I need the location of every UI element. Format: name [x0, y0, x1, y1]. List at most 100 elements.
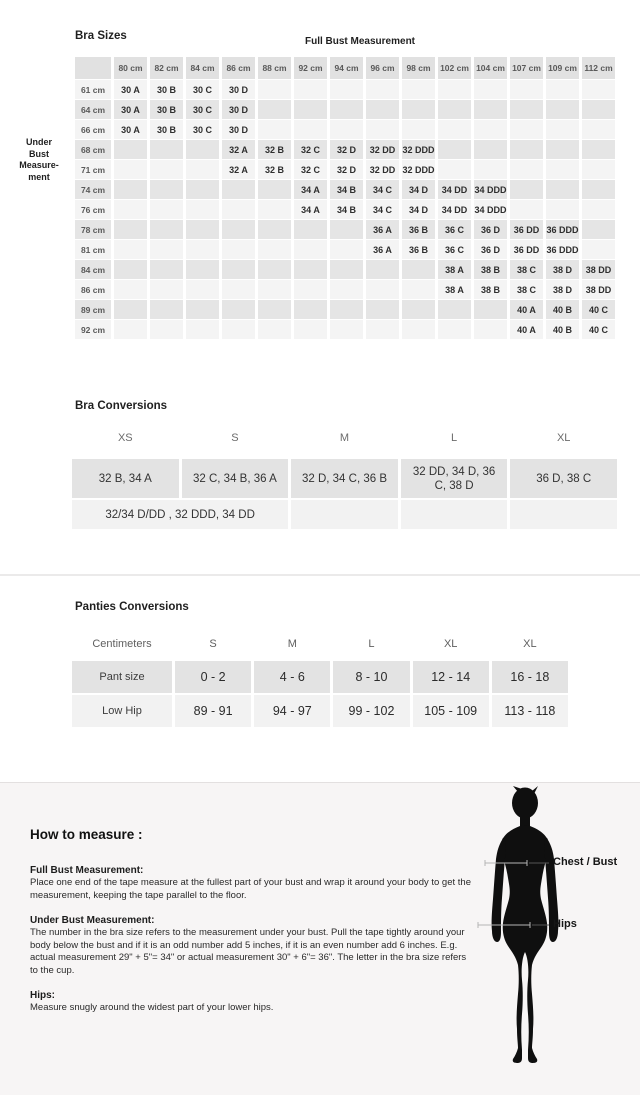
bra-row-label: 78 cm	[75, 220, 111, 239]
panties-value-cell: 94 - 97	[254, 695, 331, 727]
bra-size-cell	[510, 200, 543, 219]
bra-row-label: 66 cm	[75, 120, 111, 139]
body-silhouette-figure	[477, 786, 559, 1063]
bra-size-cell	[222, 200, 255, 219]
panties-value-cell: 12 - 14	[412, 661, 489, 693]
bra-size-cell: 36 D	[474, 240, 507, 259]
bra-size-cell: 36 DD	[510, 220, 543, 239]
bra-size-cell: 34 C	[366, 180, 399, 199]
panties-conversions-title: Panties Conversions	[75, 601, 189, 613]
how-to-measure-section: How to measure : Full Bust Measurement: P…	[0, 782, 640, 1095]
bra-column-header: 96 cm	[366, 57, 399, 79]
bra-size-cell: 36 DD	[510, 240, 543, 259]
bra-conversion-header: S	[231, 432, 239, 444]
bra-size-cell	[114, 220, 147, 239]
bra-size-cell: 38 B	[474, 280, 507, 299]
bra-conversion-cell: 32 C, 34 B, 36 A	[181, 459, 289, 498]
bra-size-cell	[474, 140, 507, 159]
bra-size-cell	[186, 240, 219, 259]
bra-size-cell	[330, 300, 363, 319]
bra-size-cell	[402, 80, 435, 99]
bra-size-cell	[222, 260, 255, 279]
bra-row-label: 76 cm	[75, 200, 111, 219]
panties-header: L	[368, 638, 375, 650]
bra-size-cell	[438, 100, 471, 119]
bra-size-cell	[114, 280, 147, 299]
bra-column-header: 104 cm	[474, 57, 507, 79]
bra-row-label: 64 cm	[75, 100, 111, 119]
bra-column-header: 98 cm	[402, 57, 435, 79]
bra-size-cell: 34 DD	[438, 200, 471, 219]
bra-conversion-empty-cell	[510, 500, 617, 529]
bra-size-cell	[546, 80, 579, 99]
bra-size-cell: 36 DDD	[546, 220, 579, 239]
bra-size-cell	[114, 160, 147, 179]
how-to-measure-title: How to measure :	[30, 827, 143, 842]
bra-size-cell: 32 DD	[366, 140, 399, 159]
bra-size-cell	[150, 180, 183, 199]
bra-conversion-cell: 32 B, 34 A	[72, 459, 179, 498]
bra-table-row: 61 cm 30 A 30 B 30 C 30 D	[75, 80, 615, 99]
bra-size-cell	[402, 320, 435, 339]
bra-size-cell	[402, 280, 435, 299]
bra-table-row: 71 cm 32 A 32 B 32 C 32 D 32 DD 32 DDD	[75, 160, 615, 179]
bra-size-cell: 34 C	[366, 200, 399, 219]
bra-size-cell	[114, 200, 147, 219]
bra-size-cell	[330, 260, 363, 279]
bra-size-cell	[150, 200, 183, 219]
bra-size-cell	[582, 100, 615, 119]
bra-size-cell	[366, 280, 399, 299]
bra-size-cell	[258, 280, 291, 299]
bra-conversions-title: Bra Conversions	[75, 400, 168, 412]
bra-size-cell: 38 B	[474, 260, 507, 279]
bra-size-cell	[438, 300, 471, 319]
bra-size-cell: 36 C	[438, 240, 471, 259]
bra-conversion-cell: 36 D, 38 C	[510, 459, 617, 498]
bra-conversion-header: L	[451, 432, 458, 444]
bra-column-header: 94 cm	[330, 57, 363, 79]
bra-size-cell	[546, 180, 579, 199]
bra-size-cell	[222, 280, 255, 299]
bra-table-row: 89 cm 40 A 40 B 40 C	[75, 300, 615, 319]
bra-size-cell: 34 DD	[438, 180, 471, 199]
bra-size-cell: 30 C	[186, 120, 219, 139]
bra-size-cell	[582, 240, 615, 259]
bra-size-cell	[186, 180, 219, 199]
bra-size-cell	[186, 160, 219, 179]
bra-size-cell	[258, 300, 291, 319]
bra-size-cell	[114, 180, 147, 199]
bra-row-label: 81 cm	[75, 240, 111, 259]
bra-row-label: 84 cm	[75, 260, 111, 279]
bra-size-cell	[222, 240, 255, 259]
bra-size-cell: 40 B	[546, 300, 579, 319]
bra-size-cell	[222, 300, 255, 319]
panties-header: M	[287, 638, 297, 650]
bra-table-row: 66 cm 30 A 30 B 30 C 30 D	[75, 120, 615, 139]
bra-column-header: 88 cm	[258, 57, 291, 79]
bra-size-cell	[186, 220, 219, 239]
bra-size-cell	[582, 80, 615, 99]
panties-value-cell: 99 - 102	[333, 695, 410, 727]
bra-size-cell	[258, 100, 291, 119]
bra-size-cell	[474, 160, 507, 179]
bra-size-cell	[294, 80, 327, 99]
bra-size-cell	[150, 320, 183, 339]
bra-size-cell	[294, 300, 327, 319]
bra-conversion-header: XL	[556, 432, 571, 444]
bra-size-cell	[330, 280, 363, 299]
bra-size-cell	[438, 120, 471, 139]
bra-size-cell	[186, 200, 219, 219]
bra-conversions-row-1: 32 B, 34 A 32 C, 34 B, 36 A 32 D, 34 C, 36…	[72, 459, 617, 498]
bra-size-cell: 40 C	[582, 320, 615, 339]
chest-measure-line	[484, 860, 528, 866]
bra-size-cell: 38 DD	[582, 280, 615, 299]
bra-size-cell: 32 C	[294, 140, 327, 159]
bra-size-cell	[294, 320, 327, 339]
bra-size-cell: 36 DDD	[546, 240, 579, 259]
panties-header: XL	[443, 638, 458, 650]
bra-size-cell: 32 B	[258, 160, 291, 179]
measure-section-heading: Under Bust Measurement:	[30, 915, 155, 926]
bra-size-cell	[258, 180, 291, 199]
bra-size-cell: 34 DDD	[474, 200, 507, 219]
